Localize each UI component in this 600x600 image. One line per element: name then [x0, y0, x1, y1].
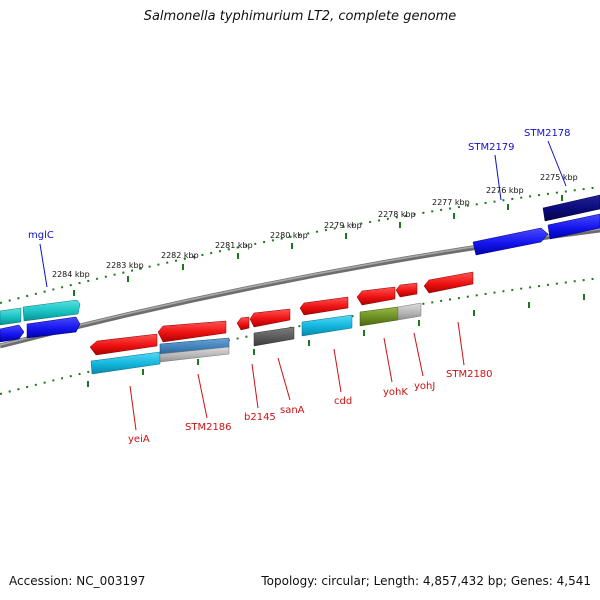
leader-line — [457, 321, 465, 366]
leader-line — [547, 140, 567, 187]
forward-genes — [0, 194, 600, 343]
gene-feature[interactable] — [547, 213, 600, 240]
scale-label: 2277 kbp — [432, 198, 470, 207]
leader-line — [197, 373, 208, 419]
scale-label: 2284 kbp — [52, 270, 90, 279]
gene-feature[interactable] — [22, 299, 81, 322]
map-title: Salmonella typhimurium LT2, complete gen… — [143, 9, 457, 24]
gene-feature[interactable] — [395, 282, 418, 298]
gene-label-sana[interactable]: sanA — [280, 405, 305, 416]
scale-label: 2283 kbp — [106, 261, 144, 270]
forward-leaders — [39, 140, 567, 288]
gene-label-yohj[interactable]: yohJ — [414, 381, 435, 392]
scale-labels: 2284 kbp 2283 kbp 2282 kbp 2281 kbp 2280… — [52, 173, 578, 279]
gene-feature[interactable] — [89, 333, 158, 356]
leader-line — [277, 357, 291, 401]
gene-feature[interactable] — [90, 351, 161, 375]
gene-feature[interactable] — [299, 296, 349, 316]
gene-feature[interactable] — [159, 346, 230, 363]
reverse-gene-labels: yeiA STM2186 b2145 sanA cdd yohK yohJ ST… — [128, 369, 493, 445]
scale-label: 2275 kbp — [540, 173, 578, 182]
gene-feature[interactable] — [301, 314, 353, 337]
topology-text: Topology: circular; Length: 4,857,432 bp… — [261, 574, 591, 588]
gene-feature[interactable] — [157, 320, 227, 343]
inner-major-ticks — [87, 294, 585, 387]
leader-line — [333, 348, 342, 393]
gene-label-stm2186[interactable]: STM2186 — [185, 422, 232, 433]
gene-feature[interactable] — [249, 308, 291, 328]
inner-scale-track — [0, 277, 600, 395]
gene-label-stm2178[interactable]: STM2178 — [524, 128, 571, 139]
scale-label: 2282 kbp — [161, 251, 199, 260]
gene-feature[interactable] — [359, 306, 399, 327]
gene-feature[interactable] — [253, 326, 295, 347]
gene-feature[interactable] — [356, 286, 396, 306]
gene-feature[interactable] — [0, 324, 25, 343]
forward-gene-labels: mglC STM2179 STM2178 — [28, 128, 571, 241]
gene-label-b2145[interactable]: b2145 — [244, 412, 276, 423]
leader-line — [251, 363, 259, 409]
scale-label: 2281 kbp — [215, 241, 253, 250]
gene-feature[interactable] — [26, 316, 81, 339]
gene-feature[interactable] — [423, 271, 474, 294]
gene-label-stm2180[interactable]: STM2180 — [446, 369, 493, 380]
gene-label-stm2179[interactable]: STM2179 — [468, 142, 515, 153]
gene-label-yeia[interactable]: yeiA — [128, 434, 150, 445]
leader-line — [494, 154, 502, 201]
gene-label-yohk[interactable]: yohK — [383, 387, 408, 398]
scale-label: 2276 kbp — [486, 186, 524, 195]
reverse-genes — [89, 271, 474, 375]
scale-label: 2279 kbp — [324, 221, 362, 230]
gene-feature[interactable] — [236, 316, 250, 331]
accession-text: Accession: NC_003197 — [9, 574, 146, 588]
gene-label-cdd[interactable]: cdd — [334, 396, 352, 407]
gene-feature[interactable] — [397, 302, 422, 321]
gene-label-mglc[interactable]: mglC — [28, 230, 54, 241]
leader-line — [413, 332, 424, 377]
gene-feature[interactable] — [0, 307, 22, 326]
gene-feature[interactable] — [542, 194, 600, 222]
leader-line — [39, 243, 48, 288]
outer-scale-track — [0, 186, 600, 304]
scale-label: 2278 kbp — [378, 210, 416, 219]
outer-major-ticks — [73, 195, 563, 296]
leader-line — [129, 385, 137, 431]
leader-line — [383, 337, 393, 383]
reverse-leaders — [129, 321, 465, 431]
scale-label: 2280 kbp — [270, 231, 308, 240]
gene-feature[interactable] — [472, 227, 549, 256]
